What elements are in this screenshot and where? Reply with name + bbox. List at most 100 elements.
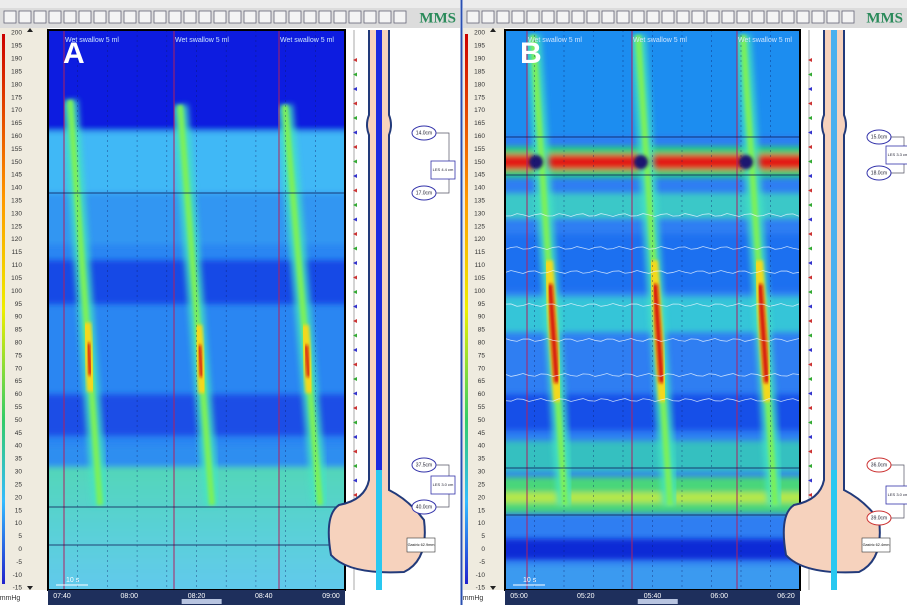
y-tick-label: 165 <box>474 120 485 127</box>
y-tick-label: 180 <box>11 81 22 88</box>
anatomy-label: 14.0cm <box>416 130 432 136</box>
toolbar-button[interactable] <box>184 11 196 23</box>
toolbar-button[interactable] <box>722 11 734 23</box>
toolbar-button[interactable] <box>827 11 839 23</box>
toolbar-button[interactable] <box>139 11 151 23</box>
swallow-label: Wet swallow 5 ml <box>175 37 229 44</box>
y-tick-label: 0 <box>481 546 485 553</box>
time-tick-label: 05:40 <box>644 593 662 600</box>
panel: MMS2001951901851801751701651601551501451… <box>463 0 907 605</box>
toolbar-button[interactable] <box>467 11 479 23</box>
toolbar-button[interactable] <box>319 11 331 23</box>
y-tick-label: 75 <box>15 352 23 359</box>
toolbar-button[interactable] <box>49 11 61 23</box>
toolbar-button[interactable] <box>542 11 554 23</box>
toolbar-button[interactable] <box>169 11 181 23</box>
toolbar-button[interactable] <box>94 11 106 23</box>
toolbar-button[interactable] <box>587 11 599 23</box>
scale-label: 10 s <box>66 577 80 584</box>
toolbar-button[interactable] <box>124 11 136 23</box>
y-tick-label: 185 <box>11 68 22 75</box>
toolbar-button[interactable] <box>572 11 584 23</box>
y-tick-label: 115 <box>475 249 486 256</box>
y-tick-label: 45 <box>478 430 486 437</box>
y-tick-label: 20 <box>478 494 486 501</box>
toolbar-button[interactable] <box>214 11 226 23</box>
toolbar-button[interactable] <box>4 11 16 23</box>
toolbar-button[interactable] <box>752 11 764 23</box>
toolbar-button[interactable] <box>199 11 211 23</box>
toolbar-button[interactable] <box>154 11 166 23</box>
toolbar-button[interactable] <box>767 11 779 23</box>
toolbar-button[interactable] <box>34 11 46 23</box>
toolbar-button[interactable] <box>617 11 629 23</box>
y-tick-label: 100 <box>474 288 485 295</box>
y-tick-label: 180 <box>474 81 485 88</box>
toolbar-button[interactable] <box>632 11 644 23</box>
toolbar-button[interactable] <box>782 11 794 23</box>
gastric-label: Gastric 62.9mm <box>408 543 435 547</box>
y-tick-label: 135 <box>474 198 485 205</box>
swallow-label: Wet swallow 5 ml <box>738 37 792 44</box>
time-tick-label: 06:00 <box>710 593 728 600</box>
y-tick-label: 15 <box>478 507 486 514</box>
toolbar-button[interactable] <box>109 11 121 23</box>
toolbar-button[interactable] <box>244 11 256 23</box>
y-tick-label: 170 <box>474 107 485 114</box>
y-tick-label: 135 <box>11 198 22 205</box>
y-tick-label: 185 <box>474 68 485 75</box>
toolbar-button[interactable] <box>349 11 361 23</box>
toolbar-button[interactable] <box>289 11 301 23</box>
y-tick-label: 150 <box>474 159 485 166</box>
anatomy-label: 40.0cm <box>416 504 432 510</box>
toolbar-button[interactable] <box>662 11 674 23</box>
y-tick-label: 190 <box>474 56 485 63</box>
toolbar-button[interactable] <box>229 11 241 23</box>
toolbar-button[interactable] <box>64 11 76 23</box>
toolbar-button[interactable] <box>842 11 854 23</box>
toolbar-button[interactable] <box>364 11 376 23</box>
toolbar-button[interactable] <box>19 11 31 23</box>
y-tick-label: 155 <box>11 146 22 153</box>
toolbar-button[interactable] <box>274 11 286 23</box>
y-tick-label: 0 <box>18 546 22 553</box>
toolbar-button[interactable] <box>677 11 689 23</box>
toolbar-button[interactable] <box>557 11 569 23</box>
y-tick-label: 80 <box>15 339 23 346</box>
toolbar-button[interactable] <box>334 11 346 23</box>
y-tick-label: 110 <box>12 262 23 269</box>
toolbar-button[interactable] <box>379 11 391 23</box>
y-tick-label: 90 <box>15 314 23 321</box>
time-tick-label: 07:40 <box>53 593 71 600</box>
y-tick-label: 170 <box>11 107 22 114</box>
toolbar-button[interactable] <box>497 11 509 23</box>
les-label: LES 3.0 cm <box>888 492 907 497</box>
y-tick-label: 140 <box>11 185 22 192</box>
toolbar-button[interactable] <box>602 11 614 23</box>
toolbar-button[interactable] <box>512 11 524 23</box>
menu-bar <box>0 0 460 8</box>
toolbar-button[interactable] <box>79 11 91 23</box>
toolbar-button[interactable] <box>797 11 809 23</box>
y-tick-label: 195 <box>474 43 485 50</box>
toolbar-button[interactable] <box>707 11 719 23</box>
toolbar-button[interactable] <box>527 11 539 23</box>
toolbar-button[interactable] <box>812 11 824 23</box>
time-tick-label: 09:00 <box>322 593 340 600</box>
y-tick-label: 200 <box>474 30 485 37</box>
toolbar-button[interactable] <box>737 11 749 23</box>
y-tick-label: 85 <box>15 327 23 334</box>
y-tick-label: 50 <box>15 417 23 424</box>
toolbar-button[interactable] <box>482 11 494 23</box>
wave-peak-core <box>199 345 202 377</box>
y-tick-label: 5 <box>18 533 22 540</box>
toolbar-button[interactable] <box>394 11 406 23</box>
toolbar-button[interactable] <box>259 11 271 23</box>
toolbar-button[interactable] <box>647 11 659 23</box>
toolbar-button[interactable] <box>692 11 704 23</box>
toolbar-button[interactable] <box>304 11 316 23</box>
y-tick-label: 110 <box>475 262 486 269</box>
time-tick-label: 05:00 <box>510 593 528 600</box>
y-tick-label: 115 <box>12 249 23 256</box>
y-tick-label: 105 <box>11 275 22 282</box>
